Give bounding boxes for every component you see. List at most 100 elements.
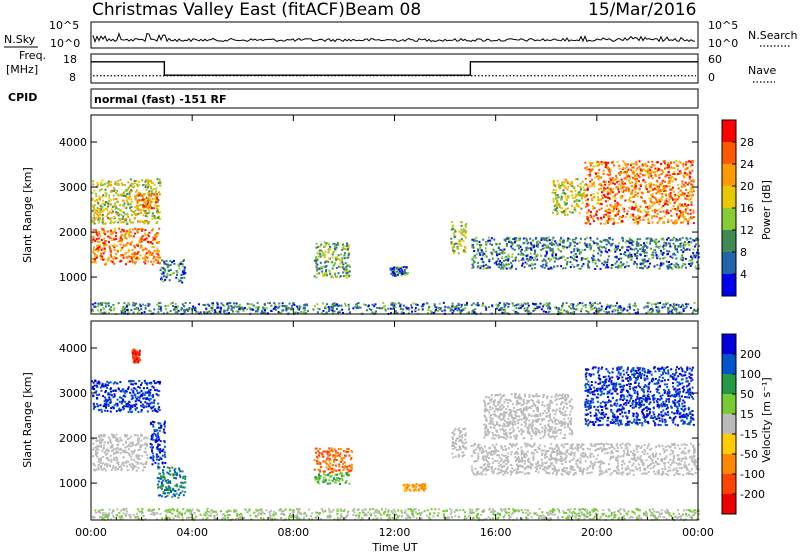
power-cell xyxy=(100,257,103,260)
power-cell xyxy=(474,308,477,311)
velocity-cell xyxy=(120,401,123,403)
power-cell xyxy=(564,267,567,270)
power-cell xyxy=(127,311,130,314)
power-cell xyxy=(532,307,535,310)
power-cell xyxy=(120,221,123,224)
velocity-cell xyxy=(132,361,135,364)
power-cell xyxy=(670,310,673,313)
power-cell xyxy=(651,239,654,242)
power-cell xyxy=(120,254,123,257)
power-cell xyxy=(684,197,687,200)
power-cell xyxy=(610,217,613,220)
power-cell xyxy=(585,236,588,239)
power-cell xyxy=(592,196,595,199)
power-cell xyxy=(134,206,137,209)
power-cell xyxy=(344,270,347,273)
power-cell xyxy=(129,195,132,198)
power-cell xyxy=(94,305,97,308)
power-cell xyxy=(488,258,491,261)
power-cell xyxy=(630,184,633,187)
power-cell xyxy=(660,182,663,185)
power-cell xyxy=(681,303,684,306)
power-cell xyxy=(692,252,695,255)
power-cell xyxy=(183,268,186,271)
power-cell xyxy=(659,302,662,304)
power-cell xyxy=(323,256,326,259)
power-cell xyxy=(328,308,331,310)
velocity-cell xyxy=(158,449,161,452)
power-cell xyxy=(503,310,506,313)
velocity-cell xyxy=(93,469,95,471)
power-cell xyxy=(150,253,153,256)
velocity-cell xyxy=(146,437,149,440)
power-cell xyxy=(233,306,235,309)
power-cell xyxy=(94,302,97,305)
velocity-cell xyxy=(132,390,135,393)
velocity-cell xyxy=(155,437,158,440)
power-cell xyxy=(548,239,551,242)
power-cell xyxy=(565,263,568,266)
power-cell xyxy=(606,311,609,314)
power-cell xyxy=(619,305,622,308)
power-cell xyxy=(569,183,572,186)
power-cell xyxy=(177,305,180,308)
power-cell xyxy=(345,266,348,269)
power-cell xyxy=(614,178,617,181)
velocity-cell xyxy=(139,462,142,465)
power-cell xyxy=(180,273,183,276)
power-cell xyxy=(346,270,349,273)
power-cell xyxy=(346,272,349,275)
station-title: Christmas Valley East (fitACF) xyxy=(92,0,345,20)
power-cell xyxy=(181,281,184,284)
velocity-cell xyxy=(149,388,152,391)
power-cell xyxy=(593,312,596,315)
velocity-cell xyxy=(151,436,154,439)
power-cell xyxy=(390,272,393,275)
power-cell xyxy=(687,192,690,194)
power-cell xyxy=(371,303,374,306)
power-cell xyxy=(134,261,137,264)
velocity-cell xyxy=(93,404,96,407)
velocity-cell xyxy=(105,406,108,409)
power-cell xyxy=(629,240,632,243)
power-cell xyxy=(434,309,437,311)
velocity-cell xyxy=(139,394,142,397)
power-cell xyxy=(133,308,136,311)
power-cell xyxy=(121,184,124,186)
power-cell xyxy=(112,210,114,213)
power-cell xyxy=(617,188,620,191)
power-cell xyxy=(242,310,245,312)
power-cell xyxy=(678,194,680,197)
power-cell xyxy=(686,220,689,223)
power-cell xyxy=(615,266,617,269)
velocity-cell xyxy=(122,462,125,465)
power-cell xyxy=(688,263,691,265)
power-cell xyxy=(625,187,628,190)
power-cell xyxy=(487,236,490,239)
power-cell xyxy=(453,236,456,239)
power-cell xyxy=(457,304,460,306)
velocity-cell xyxy=(184,491,187,494)
power-cell xyxy=(602,169,605,172)
power-cell xyxy=(484,254,487,257)
power-cell xyxy=(635,242,638,245)
power-cell xyxy=(387,307,390,310)
power-cell xyxy=(110,231,113,234)
power-cell xyxy=(368,308,371,311)
power-cell xyxy=(91,309,93,312)
power-cell xyxy=(627,188,630,190)
power-cell xyxy=(384,309,387,312)
power-cell xyxy=(150,187,153,190)
power-cell xyxy=(629,238,631,241)
power-cell xyxy=(410,304,413,307)
power-cell xyxy=(634,178,637,181)
power-cell xyxy=(571,256,574,259)
power-cell xyxy=(580,195,583,198)
power-cell xyxy=(137,250,140,253)
power-cell xyxy=(594,259,597,262)
power-cell xyxy=(211,307,214,310)
power-cell xyxy=(629,255,632,258)
power-cell xyxy=(517,303,520,306)
power-cell xyxy=(347,264,350,267)
power-cell xyxy=(156,261,159,264)
